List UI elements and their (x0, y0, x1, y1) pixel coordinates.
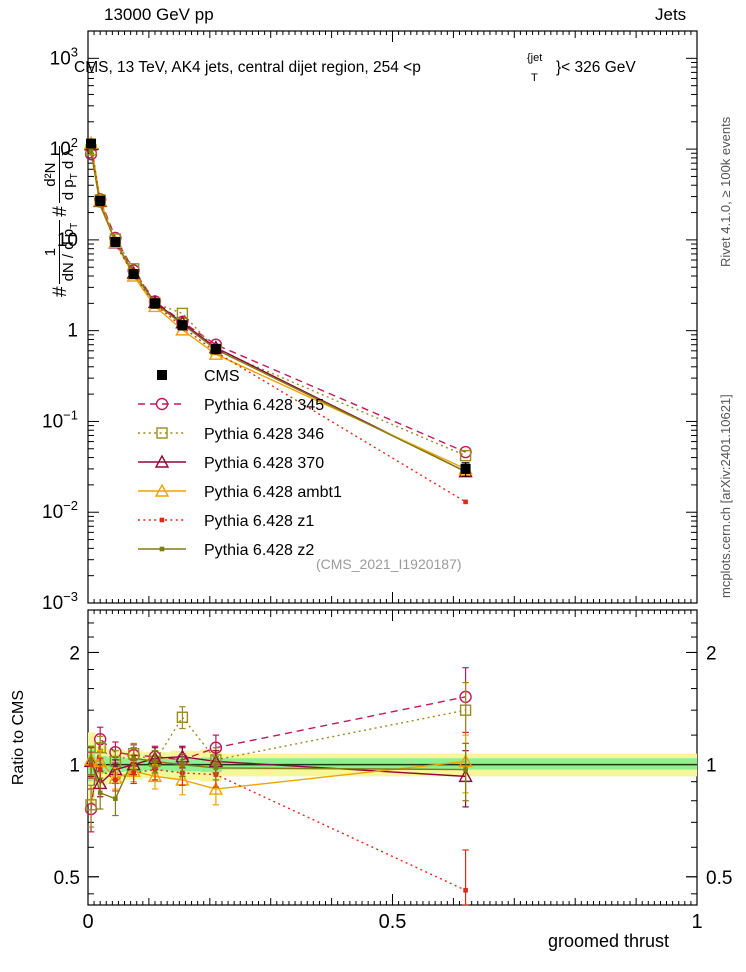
series-line-Pythia-6-428-z2 (90, 151, 466, 473)
data-marker (152, 759, 158, 764)
y-tick-label: 10 (57, 230, 78, 251)
data-marker (460, 463, 471, 474)
data-marker (459, 449, 472, 462)
data-marker (463, 499, 468, 505)
data-marker (113, 796, 118, 802)
y-tick-label: 10−3 (42, 589, 78, 614)
legend-label-4: Pythia 6.428 ambt1 (204, 484, 342, 501)
legend-label-0: CMS (204, 368, 240, 385)
data-marker (88, 148, 94, 154)
ratio-band-inner (221, 758, 698, 770)
ratio-y-tick-label: 1 (69, 756, 80, 777)
data-marker (155, 397, 169, 411)
ratio-point (112, 782, 119, 817)
data-marker (154, 483, 170, 497)
series-line-Pythia-6-428-370 (90, 144, 466, 473)
y-tick-label: 10−2 (42, 498, 78, 523)
legend-label-2: Pythia 6.428 346 (204, 426, 324, 443)
data-marker (128, 269, 139, 280)
analysis-watermark: (CMS_2021_I1920187) (316, 556, 462, 572)
plot-title: CMS, 13 TeV, AK4 jets, central dijet reg… (74, 60, 461, 76)
data-marker (176, 711, 189, 723)
data-marker (210, 343, 221, 354)
data-marker (85, 799, 97, 811)
data-marker (459, 704, 472, 716)
ratio-point (85, 784, 97, 828)
ratio-line-Pythia-6-428-z2 (90, 757, 466, 800)
series-line-Pythia-6-428-ambt1 (90, 143, 466, 470)
header-right: Jets (655, 5, 687, 24)
data-marker (149, 298, 160, 309)
ratio-point (462, 742, 469, 802)
ratio-y-tick-label-right: 0.5 (706, 868, 732, 889)
ratio-point (130, 747, 137, 771)
data-marker (177, 320, 188, 331)
plot-title-superscript: {jet (527, 52, 543, 64)
ratio-line-Pythia-6-428-345 (90, 696, 466, 810)
header-left: 13000 GeV pp (104, 5, 214, 24)
ratio-line-Pythia-6-428-z1 (90, 764, 466, 891)
legend-label-5: Pythia 6.428 z1 (204, 513, 314, 530)
ratio-point (459, 682, 472, 745)
ratio-point (462, 849, 469, 906)
data-marker (97, 767, 103, 772)
data-marker (159, 517, 165, 523)
plot-title-subscript: T (531, 72, 538, 84)
data-marker (86, 138, 97, 149)
data-marker (110, 236, 121, 247)
x-tick-label: 0 (82, 911, 93, 933)
y-tick-label: 103 (50, 44, 78, 69)
data-marker (97, 790, 103, 796)
ratio-point (176, 706, 189, 730)
ratio-line-Pythia-6-428-346 (90, 709, 466, 805)
ratio-point (179, 753, 186, 777)
data-marker (131, 755, 136, 761)
ratio-point (151, 750, 159, 774)
data-marker (463, 767, 468, 772)
y-tick-label: 10−1 (42, 407, 78, 432)
data-marker (113, 777, 118, 783)
data-marker (154, 454, 170, 468)
data-marker (156, 427, 168, 439)
ratio-point (212, 756, 220, 781)
legend-label-3: Pythia 6.428 370 (204, 455, 324, 472)
data-marker (157, 370, 167, 380)
plot-title-text: CMS, 13 TeV, AK4 jets, central dijet reg… (74, 59, 421, 76)
ratio-line-Pythia-6-428-ambt1 (90, 759, 466, 790)
data-marker (180, 762, 185, 767)
ratio-point (96, 777, 104, 810)
legend-label-1: Pythia 6.428 345 (204, 397, 324, 414)
data-marker (131, 770, 136, 776)
ratio-y-tick-label: 0.5 (54, 868, 80, 889)
y-tick-label: 1 (67, 321, 78, 342)
data-marker (159, 546, 165, 552)
plot-title-tail: }< 326 GeV (556, 59, 636, 76)
ratio-point (87, 745, 95, 776)
ratio-y-tick-label-right: 1 (706, 756, 717, 777)
data-marker (463, 887, 468, 893)
data-marker (88, 757, 94, 763)
x-tick-label: 1 (691, 911, 702, 933)
ratio-y-tick-label-right: 2 (706, 643, 717, 664)
y-tick-label: 102 (50, 135, 78, 160)
ratio-y-tick-label: 2 (69, 643, 80, 664)
x-axis-title: groomed thrust (548, 931, 670, 951)
series-line-Pythia-6-428-z1 (90, 143, 466, 503)
data-marker (176, 307, 189, 320)
data-marker (147, 768, 163, 783)
data-marker (208, 781, 224, 795)
data-marker (213, 765, 219, 771)
legend-label-6: Pythia 6.428 z2 (204, 542, 314, 559)
x-tick-label: 0.5 (379, 911, 407, 933)
data-marker (95, 195, 106, 206)
